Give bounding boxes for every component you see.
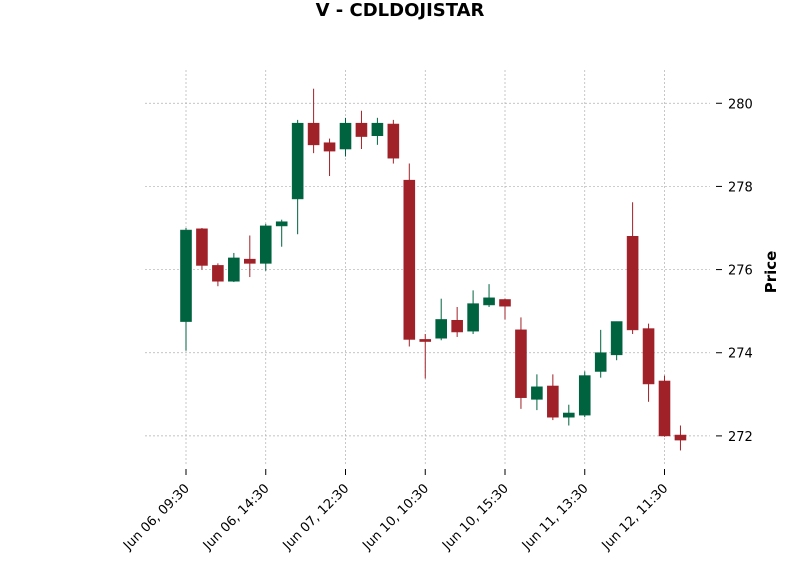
- y-axis-label: Price: [762, 251, 780, 294]
- candle-body: [658, 380, 671, 437]
- candle-body: [307, 122, 320, 146]
- candle-body: [467, 303, 479, 332]
- candle-body: [578, 375, 591, 416]
- y-tick-label: 276: [728, 264, 753, 279]
- x-tick-label: Jun 10, 15:30: [439, 481, 512, 554]
- candle-body: [642, 328, 655, 385]
- candle: [674, 425, 687, 451]
- candle: [323, 138, 336, 177]
- candle: [180, 228, 192, 351]
- candle: [371, 117, 384, 145]
- candle-body: [275, 221, 288, 227]
- candle-layer: [180, 88, 687, 451]
- candle-body: [435, 319, 448, 339]
- candle-body: [531, 386, 543, 400]
- candle: [658, 375, 671, 437]
- candle-body: [291, 122, 304, 200]
- candle-body: [180, 229, 192, 322]
- candle: [228, 252, 240, 283]
- candle: [499, 298, 511, 320]
- x-tick-label: Jun 10, 10:30: [359, 481, 432, 554]
- candle-body: [451, 320, 463, 333]
- candle-body: [259, 225, 272, 264]
- candle-body: [212, 265, 224, 282]
- candle: [259, 223, 272, 271]
- candle-body: [610, 321, 623, 356]
- candle-body: [562, 412, 575, 418]
- candle: [531, 374, 543, 411]
- candle: [291, 119, 304, 235]
- candle-body: [483, 297, 495, 306]
- candle-body: [371, 122, 384, 136]
- x-tick-label: Jun 07, 12:30: [280, 481, 353, 554]
- candle: [275, 219, 288, 247]
- candle-body: [228, 257, 240, 282]
- candle: [610, 321, 623, 361]
- candle-body: [547, 385, 559, 418]
- candle-body: [674, 434, 687, 441]
- candle-body: [355, 122, 368, 137]
- candle-body: [196, 228, 208, 266]
- candle-body: [339, 122, 352, 150]
- candle: [387, 119, 400, 164]
- candle-body: [515, 329, 527, 398]
- candle: [562, 404, 575, 426]
- candle: [403, 163, 416, 347]
- candle: [467, 290, 479, 335]
- chart-title: V - CDLDOJISTAR: [315, 0, 485, 21]
- x-tick-label: Jun 11, 13:30: [519, 481, 592, 554]
- candle: [212, 263, 224, 287]
- candle: [419, 334, 432, 379]
- candle: [626, 202, 639, 335]
- candle-body: [387, 123, 400, 159]
- candle-body: [323, 142, 336, 152]
- y-tick-label: 278: [728, 180, 753, 195]
- y-tick-label: 272: [728, 430, 753, 445]
- candle-body: [594, 352, 607, 372]
- y-tick-label: 280: [728, 97, 753, 112]
- candle-body: [499, 299, 511, 307]
- candle-body: [626, 236, 639, 331]
- candle: [339, 117, 352, 157]
- candle-body: [244, 258, 256, 264]
- candle: [244, 235, 256, 278]
- candle-body: [419, 339, 432, 342]
- x-tick-label: Jun 12, 11:30: [599, 481, 672, 554]
- candle: [547, 374, 559, 421]
- candle: [451, 307, 463, 337]
- candle-body: [403, 179, 416, 340]
- candle: [435, 298, 448, 341]
- candle: [196, 228, 208, 270]
- candle: [515, 317, 527, 409]
- candle: [355, 110, 368, 149]
- x-tick-label: Jun 06, 14:30: [200, 481, 273, 554]
- x-tick-label: Jun 06, 09:30: [120, 481, 193, 554]
- y-tick-label: 274: [728, 347, 753, 362]
- candle: [594, 329, 607, 378]
- candle: [307, 88, 320, 154]
- candle: [578, 371, 591, 418]
- candle: [642, 323, 655, 402]
- candle: [483, 284, 495, 307]
